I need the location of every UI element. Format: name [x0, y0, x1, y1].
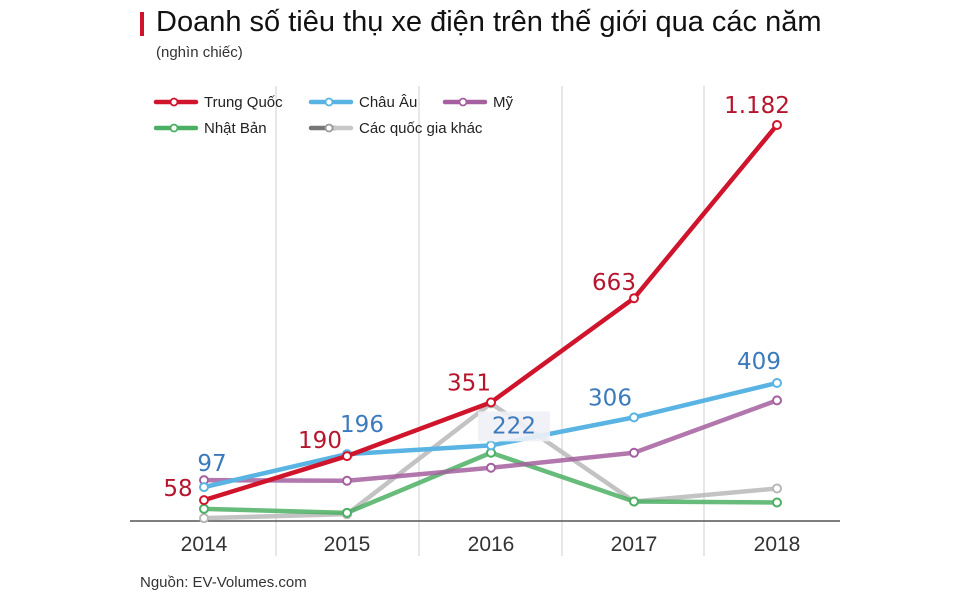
data-label: 190: [298, 428, 342, 454]
data-point: [342, 475, 352, 486]
data-point: [629, 293, 639, 304]
chart-title: Doanh số tiêu thụ xe điện trên thế giới …: [156, 6, 822, 38]
legend-item: Châu Âu: [308, 94, 417, 111]
data-point: [199, 503, 209, 514]
x-tick-label: 2018: [754, 533, 801, 556]
data-point: [199, 482, 209, 493]
data-label: 196: [340, 412, 384, 438]
title-accent-bar: [140, 12, 144, 36]
legend-label: Mỹ: [493, 94, 513, 111]
data-label: 409: [737, 349, 781, 375]
legend-item: Nhật Bản: [153, 120, 267, 137]
data-point: [772, 120, 782, 130]
data-point: [772, 483, 782, 494]
data-point: [486, 462, 496, 473]
series-3: [199, 447, 782, 518]
x-tick-label: 2017: [611, 533, 658, 556]
x-tick-label: 2015: [324, 533, 371, 556]
series-2: [199, 395, 782, 486]
data-point: [629, 447, 639, 458]
legend-marker: [169, 123, 179, 133]
data-label: 351: [447, 370, 491, 396]
data-point: [772, 395, 782, 406]
data-point: [629, 412, 639, 423]
data-label: 306: [588, 385, 632, 411]
legend-item: Mỹ: [442, 94, 513, 111]
legend-marker: [458, 97, 468, 107]
chart-subtitle: (nghìn chiếc): [156, 44, 243, 61]
legend-label: Các quốc gia khác: [359, 120, 483, 137]
legend-label: Nhật Bản: [204, 120, 267, 137]
data-point: [629, 496, 639, 507]
data-point: [486, 440, 496, 451]
data-label: 58: [163, 476, 192, 502]
legend-label: Châu Âu: [359, 94, 417, 111]
data-point: [199, 495, 209, 506]
legend-item: Trung Quốc: [153, 94, 283, 111]
data-point: [342, 451, 352, 462]
series-line: [201, 450, 780, 516]
data-point: [199, 513, 209, 524]
data-point: [486, 397, 496, 408]
data-label-bg: [478, 411, 550, 442]
data-label: 222: [492, 413, 536, 439]
data-point: [772, 497, 782, 508]
legend-marker: [324, 123, 334, 133]
series-0: [199, 120, 782, 506]
legend-item: Các quốc gia khác: [308, 120, 483, 137]
data-point: [772, 377, 782, 388]
legend-marker: [324, 97, 334, 107]
x-tick-label: 2014: [181, 533, 228, 556]
legend-marker: [169, 97, 179, 107]
data-point: [342, 507, 352, 518]
legend-label: Trung Quốc: [204, 94, 283, 111]
data-label: 1.182: [724, 93, 790, 119]
x-tick-label: 2016: [468, 533, 515, 556]
source-note: Nguồn: EV-Volumes.com: [140, 574, 307, 591]
data-label: 97: [197, 451, 226, 477]
data-label: 663: [592, 270, 636, 296]
